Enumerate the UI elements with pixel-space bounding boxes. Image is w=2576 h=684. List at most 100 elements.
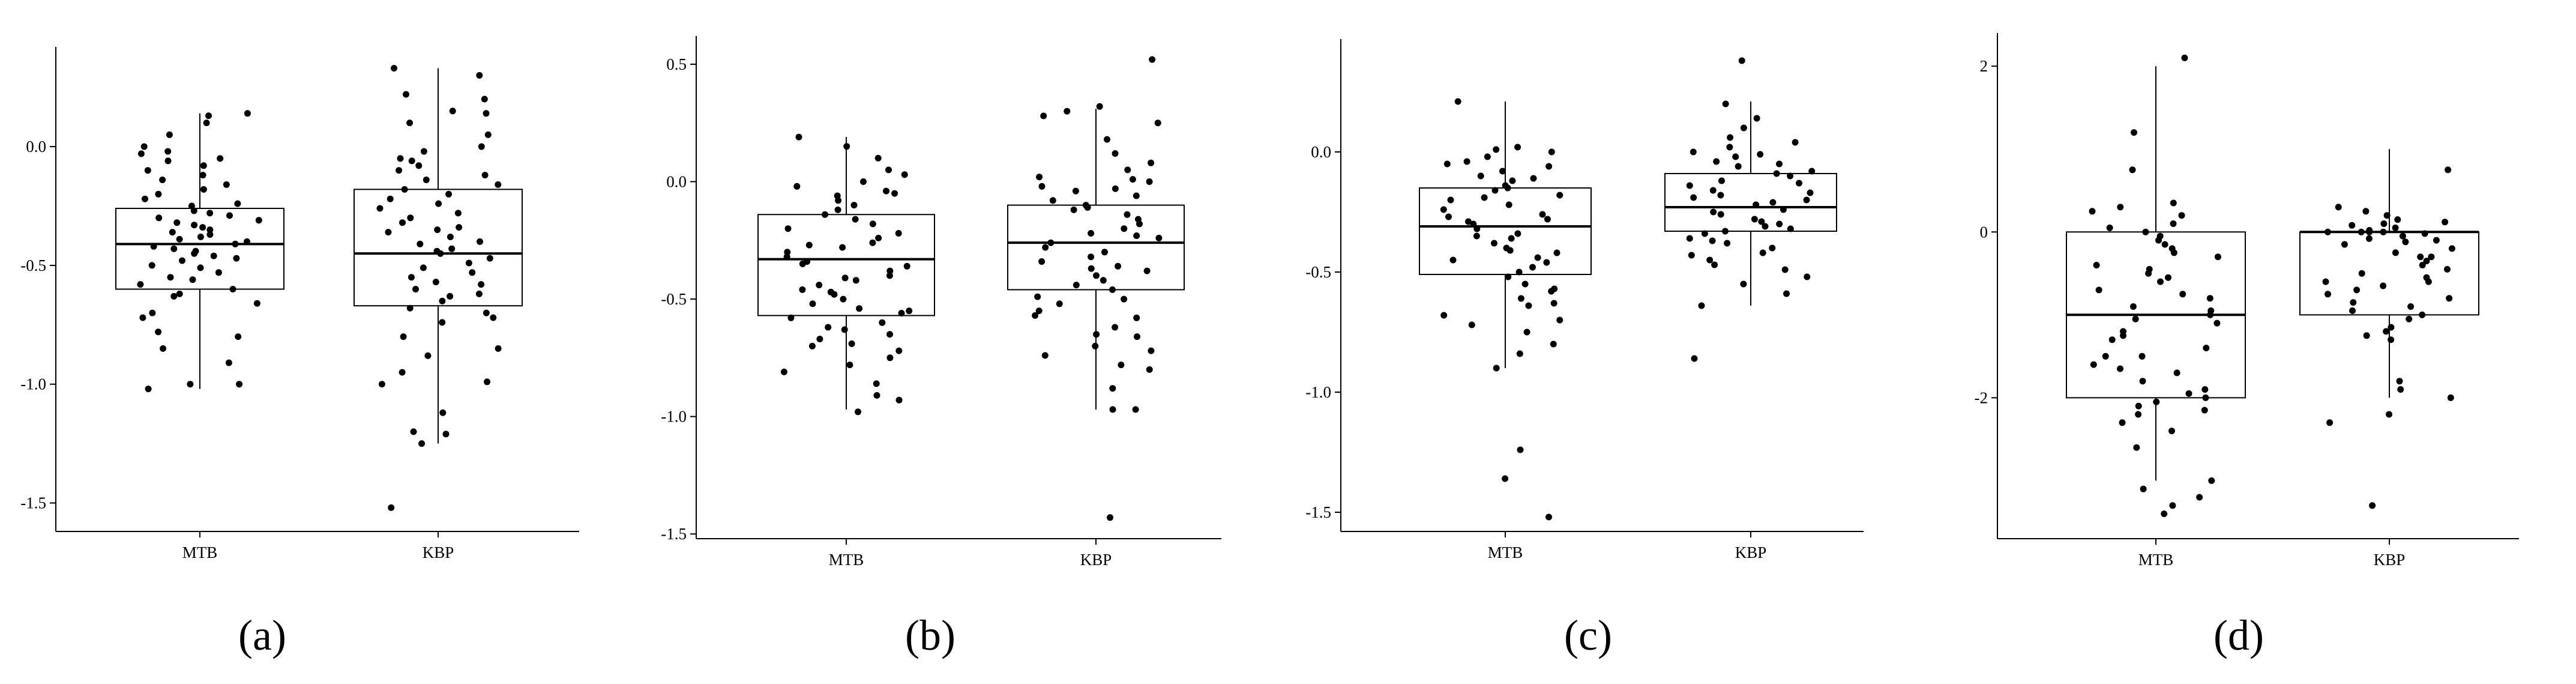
data-point [1468, 321, 1475, 328]
panel-b: 0.5 0.0 -0.5 -1.0 -1.5 MTB KBP (b) [661, 36, 1221, 659]
data-point [1724, 240, 1731, 247]
data-point [1124, 211, 1131, 218]
data-point [2383, 328, 2390, 335]
data-point [486, 255, 493, 262]
data-point [1709, 187, 1717, 194]
data-point [465, 259, 472, 267]
data-point [1711, 261, 1718, 268]
data-point [164, 148, 172, 155]
data-point [2402, 238, 2409, 246]
data-point [2202, 394, 2209, 401]
data-point [435, 200, 442, 207]
data-point [2132, 315, 2139, 322]
data-point [875, 234, 882, 241]
data-point [170, 292, 178, 300]
data-point [200, 186, 207, 193]
data-point [1109, 385, 1116, 392]
data-point [2369, 502, 2376, 509]
data-point [408, 157, 415, 165]
data-point [1121, 295, 1128, 303]
data-point [477, 238, 483, 245]
data-point [2095, 286, 2102, 294]
data-point [1710, 208, 1717, 216]
y-tick-label: -0.5 [1305, 263, 1331, 281]
data-point [2161, 241, 2168, 248]
data-point [1550, 300, 1557, 307]
data-point [176, 235, 183, 243]
data-point [1449, 256, 1457, 264]
data-point [869, 220, 876, 228]
data-point [1787, 225, 1794, 232]
panel-a: 0.0 -0.5 -1.0 -1.5 MTB KBP (a) [20, 47, 579, 659]
data-point [805, 241, 813, 249]
data-point [2165, 274, 2171, 281]
data-point [1556, 316, 1563, 324]
data-point [478, 143, 485, 150]
data-point [223, 181, 230, 188]
data-point [886, 331, 893, 338]
data-point [2366, 227, 2373, 234]
data-point [886, 354, 894, 362]
data-point [1443, 160, 1451, 168]
data-point [206, 210, 214, 217]
data-point [448, 245, 456, 252]
data-point [2206, 295, 2213, 302]
data-point [2138, 353, 2146, 360]
data-point [793, 183, 801, 190]
data-point [2349, 307, 2356, 314]
data-point [206, 226, 214, 234]
data-point [385, 229, 392, 236]
data-point [408, 274, 415, 281]
data-point [2161, 510, 2168, 518]
data-point [2173, 369, 2180, 377]
data-point [166, 131, 173, 138]
data-point [469, 269, 476, 276]
y-tick-label: -1.0 [1305, 383, 1331, 401]
data-point [169, 229, 176, 236]
data-point [1115, 262, 1122, 270]
data-point [1445, 213, 1452, 220]
y-tick-label: 0.0 [26, 138, 46, 156]
data-point [1505, 201, 1512, 208]
data-point [164, 157, 172, 165]
data-point [1517, 295, 1524, 302]
data-point [2442, 219, 2449, 226]
data-point [2358, 228, 2365, 235]
data-point [2325, 291, 2331, 298]
data-point [1112, 150, 1119, 157]
data-point [873, 380, 880, 387]
data-point [439, 319, 446, 326]
y-tick-label: -1.5 [20, 494, 46, 512]
data-point [783, 253, 790, 261]
data-point [2399, 232, 2406, 240]
data-point [1129, 176, 1136, 183]
data-point [2397, 386, 2404, 393]
data-point [1502, 475, 1509, 482]
data-point [424, 352, 432, 359]
data-point [1070, 206, 1077, 213]
data-point [1773, 170, 1780, 177]
x-tick-label: MTB [829, 551, 864, 569]
data-point [1041, 352, 1049, 359]
data-point [2135, 411, 2142, 418]
data-point [2142, 228, 2149, 235]
panel-c: 0.0 -0.5 -1.0 -1.5 MTB KBP (c) [1305, 39, 1864, 659]
data-point [816, 336, 823, 342]
data-point [2181, 54, 2188, 61]
data-point [1757, 151, 1764, 158]
data-point [1146, 366, 1153, 373]
data-point [1064, 107, 1071, 115]
data-point [481, 172, 489, 179]
data-point [403, 91, 409, 98]
data-point [1154, 120, 1161, 127]
box-mtb [115, 208, 284, 290]
data-point [376, 205, 384, 212]
data-point [901, 171, 908, 178]
x-tick-label: KBP [1735, 543, 1767, 561]
data-point [449, 107, 456, 115]
x-tick-label: KBP [423, 543, 454, 561]
data-point [1523, 328, 1530, 336]
data-point [1155, 234, 1163, 241]
data-point [188, 202, 195, 210]
data-point [1517, 446, 1524, 453]
